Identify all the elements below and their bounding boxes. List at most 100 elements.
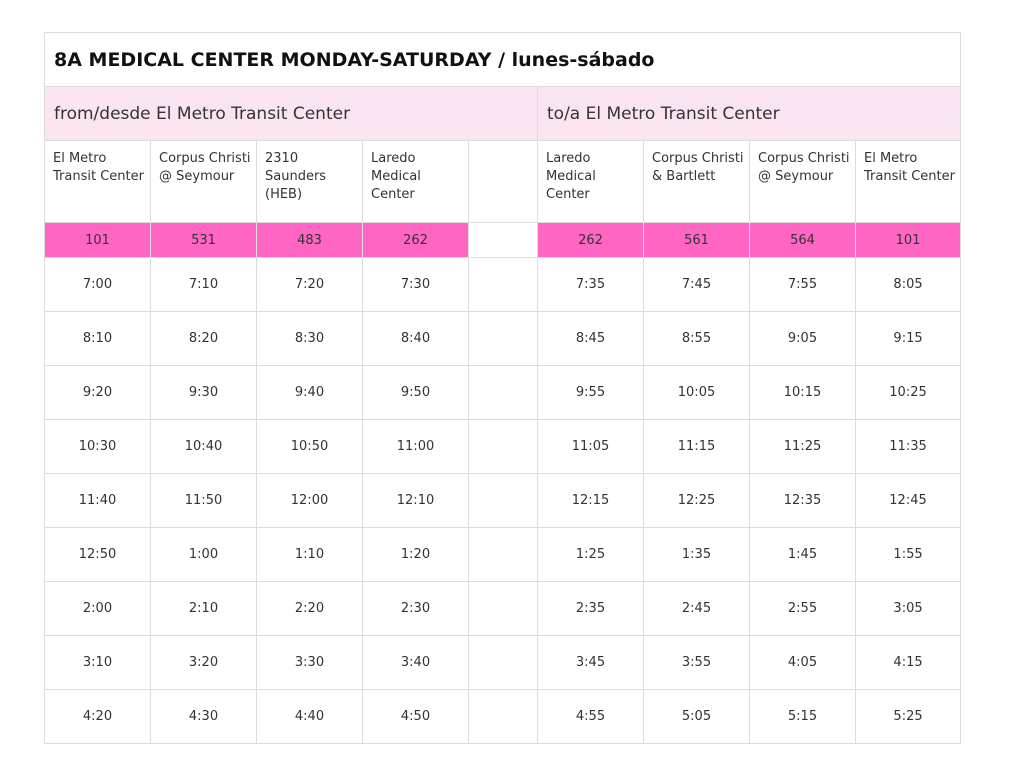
inbound-direction-label: to/a El Metro Transit Center <box>536 86 962 141</box>
departure-time: 12:25 <box>643 473 750 528</box>
departure-time: 7:35 <box>537 257 644 312</box>
trip-row: 9:20 9:30 9:40 9:50 9:55 10:05 10:15 10:25 <box>44 365 962 420</box>
departure-time: 8:30 <box>256 311 363 366</box>
spacer-cell <box>468 635 538 690</box>
departure-time: 1:20 <box>362 527 469 582</box>
stop-ids-row: 101 531 483 262 262 561 564 101 <box>44 222 962 258</box>
departure-time: 2:55 <box>749 581 856 636</box>
departure-time: 4:20 <box>44 689 151 744</box>
spacer-cell <box>468 527 538 582</box>
stop-name: El Metro Transit Center <box>44 140 151 223</box>
trip-row: 8:10 8:20 8:30 8:40 8:45 8:55 9:05 9:15 <box>44 311 962 366</box>
spacer-cell <box>468 689 538 744</box>
spacer-cell <box>468 257 538 312</box>
departure-time: 10:50 <box>256 419 363 474</box>
departure-time: 9:20 <box>44 365 151 420</box>
stop-name: Corpus Christi @ Seymour <box>150 140 257 223</box>
departure-time: 11:00 <box>362 419 469 474</box>
departure-time: 7:45 <box>643 257 750 312</box>
departure-time: 2:45 <box>643 581 750 636</box>
spacer-cell <box>468 473 538 528</box>
departure-time: 3:30 <box>256 635 363 690</box>
outbound-direction-label: from/desde El Metro Transit Center <box>44 86 538 141</box>
trip-row: 4:20 4:30 4:40 4:50 4:55 5:05 5:15 5:25 <box>44 689 962 744</box>
departure-time: 1:00 <box>150 527 257 582</box>
departure-time: 1:10 <box>256 527 363 582</box>
trip-row: 7:00 7:10 7:20 7:30 7:35 7:45 7:55 8:05 <box>44 257 962 312</box>
departure-time: 3:20 <box>150 635 257 690</box>
schedule-table: 8A MEDICAL CENTER MONDAY-SATURDAY / lune… <box>43 32 962 744</box>
departure-time: 10:40 <box>150 419 257 474</box>
departure-time: 12:45 <box>854 473 962 528</box>
schedule-title: 8A MEDICAL CENTER MONDAY-SATURDAY / lune… <box>43 32 962 87</box>
departure-time: 2:35 <box>537 581 644 636</box>
trip-row: 10:30 10:40 10:50 11:00 11:05 11:15 11:25 11:35 <box>44 419 962 474</box>
departure-time: 1:35 <box>643 527 750 582</box>
stop-id: 561 <box>643 222 750 258</box>
departure-time: 2:30 <box>362 581 469 636</box>
departure-time: 11:25 <box>749 419 856 474</box>
departure-time: 5:05 <box>643 689 750 744</box>
departure-time: 11:40 <box>44 473 151 528</box>
departure-time: 1:25 <box>537 527 644 582</box>
departure-time: 8:55 <box>643 311 750 366</box>
departure-time: 1:45 <box>749 527 856 582</box>
departure-time: 8:10 <box>44 311 151 366</box>
stop-id: 262 <box>362 222 469 258</box>
departure-time: 9:55 <box>537 365 644 420</box>
stop-id: 101 <box>854 222 962 258</box>
departure-time: 2:20 <box>256 581 363 636</box>
stop-name: 2310 Saunders (HEB) <box>256 140 363 223</box>
departure-time: 9:40 <box>256 365 363 420</box>
departure-time: 12:10 <box>362 473 469 528</box>
departure-time: 5:15 <box>749 689 856 744</box>
departure-time: 8:20 <box>150 311 257 366</box>
spacer-cell <box>468 419 538 474</box>
departure-time: 7:10 <box>150 257 257 312</box>
departure-time: 11:35 <box>854 419 962 474</box>
trip-row: 11:40 11:50 12:00 12:10 12:15 12:25 12:35 12:45 <box>44 473 962 528</box>
stop-id: 531 <box>150 222 257 258</box>
stop-id: 262 <box>537 222 644 258</box>
departure-time: 7:20 <box>256 257 363 312</box>
departure-time: 3:45 <box>537 635 644 690</box>
departure-time: 10:25 <box>854 365 962 420</box>
spacer-cell <box>468 140 538 223</box>
departure-time: 11:05 <box>537 419 644 474</box>
stop-id: 483 <box>256 222 363 258</box>
departure-time: 4:55 <box>537 689 644 744</box>
departure-time: 3:40 <box>362 635 469 690</box>
departure-time: 4:40 <box>256 689 363 744</box>
departure-time: 12:00 <box>256 473 363 528</box>
departure-time: 2:00 <box>44 581 151 636</box>
stop-name: Corpus Christi & Bartlett <box>643 140 750 223</box>
stop-name: Laredo Medical Center <box>537 140 644 223</box>
departure-time: 9:05 <box>749 311 856 366</box>
stop-name: Corpus Christi @ Seymour <box>749 140 856 223</box>
trip-row: 3:10 3:20 3:30 3:40 3:45 3:55 4:05 4:15 <box>44 635 962 690</box>
departure-time: 4:50 <box>362 689 469 744</box>
stop-name: El Metro Transit Center <box>854 140 962 223</box>
spacer-cell <box>468 222 538 258</box>
departure-time: 3:05 <box>854 581 962 636</box>
departure-time: 2:10 <box>150 581 257 636</box>
stop-id: 101 <box>44 222 151 258</box>
trip-row: 12:50 1:00 1:10 1:20 1:25 1:35 1:45 1:55 <box>44 527 962 582</box>
departure-time: 7:30 <box>362 257 469 312</box>
departure-time: 11:15 <box>643 419 750 474</box>
departure-time: 1:55 <box>854 527 962 582</box>
departure-time: 12:15 <box>537 473 644 528</box>
spacer-cell <box>468 581 538 636</box>
departure-time: 8:05 <box>854 257 962 312</box>
stop-name: Laredo Medical Center <box>362 140 469 223</box>
departure-time: 8:40 <box>362 311 469 366</box>
departure-time: 7:55 <box>749 257 856 312</box>
departure-time: 8:45 <box>537 311 644 366</box>
stop-id: 564 <box>749 222 856 258</box>
departure-time: 3:10 <box>44 635 151 690</box>
spacer-cell <box>468 311 538 366</box>
departure-time: 12:35 <box>749 473 856 528</box>
departure-time: 10:15 <box>749 365 856 420</box>
stop-names-row: El Metro Transit Center Corpus Christi @ … <box>44 140 962 223</box>
departure-time: 12:50 <box>44 527 151 582</box>
